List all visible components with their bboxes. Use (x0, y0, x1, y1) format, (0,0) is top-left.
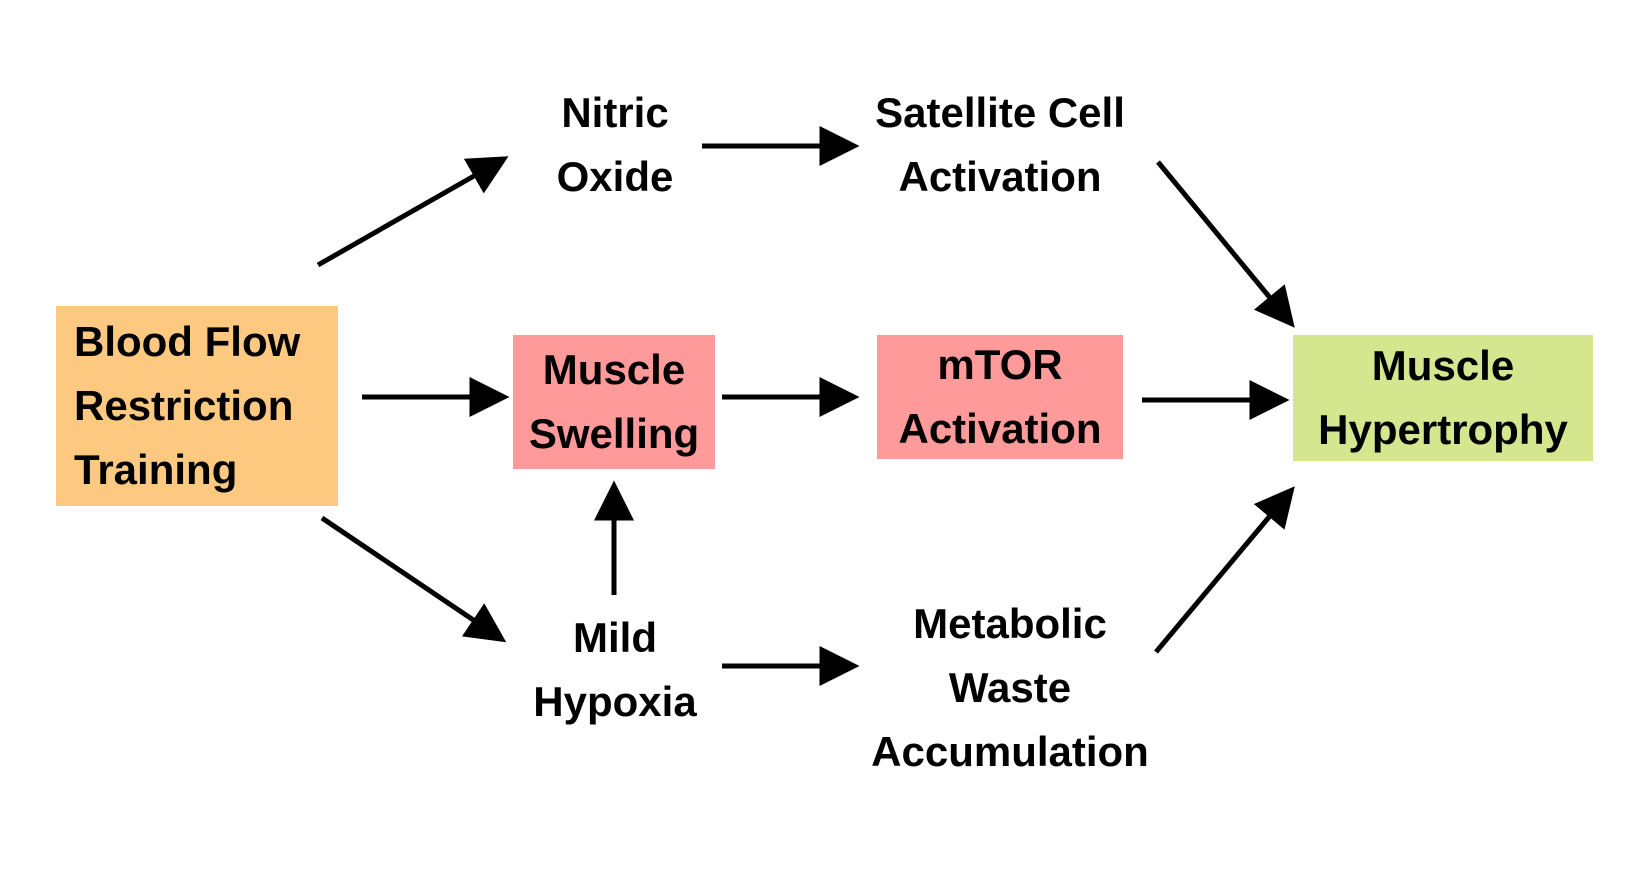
node-muscle-hypertrophy: Muscle Hypertrophy (1293, 335, 1593, 461)
node-label-line: Nitric (561, 89, 669, 136)
node-label-line: Muscle (1371, 342, 1515, 389)
node-blood-flow-restriction-training: Blood Flow Restriction Training (56, 306, 338, 506)
node-label-line: Swelling (528, 410, 700, 457)
arrow-waste-to-hypertrophy (1154, 486, 1295, 654)
arrow-bfr-to-nitric-oxide (316, 156, 509, 268)
node-label-line: mTOR (937, 341, 1063, 388)
node-label-line: Mild (573, 614, 657, 661)
arrow-satellite-to-hypertrophy (1156, 160, 1295, 328)
node-label-line: Oxide (556, 153, 674, 200)
node-label-line: Waste (948, 663, 1072, 711)
node-mtor-activation: mTOR Activation (877, 335, 1123, 459)
node-label-line: Metabolic (913, 599, 1107, 647)
node-label-line: Hypoxia (533, 678, 697, 725)
node-label-line: Activation (898, 405, 1102, 452)
node-label-line: Muscle (542, 346, 686, 393)
node-satellite-cell-activation: Satellite Cell Activation (850, 80, 1150, 210)
node-label-line: Blood Flow (74, 318, 301, 365)
node-label-line: Training (74, 446, 238, 493)
node-label-line: Satellite Cell (875, 89, 1125, 136)
node-label-line: Accumulation (871, 727, 1149, 775)
node-mild-hypoxia: Mild Hypoxia (500, 600, 730, 740)
node-label-line: Restriction (74, 382, 294, 429)
node-label-line: Activation (898, 153, 1102, 200)
node-muscle-swelling: Muscle Swelling (513, 335, 715, 469)
node-label-line: Hypertrophy (1318, 406, 1568, 453)
node-nitric-oxide: Nitric Oxide (510, 80, 720, 210)
arrow-bfr-to-mild-hypoxia (320, 515, 507, 643)
node-metabolic-waste-accumulation: Metabolic Waste Accumulation (855, 590, 1165, 785)
